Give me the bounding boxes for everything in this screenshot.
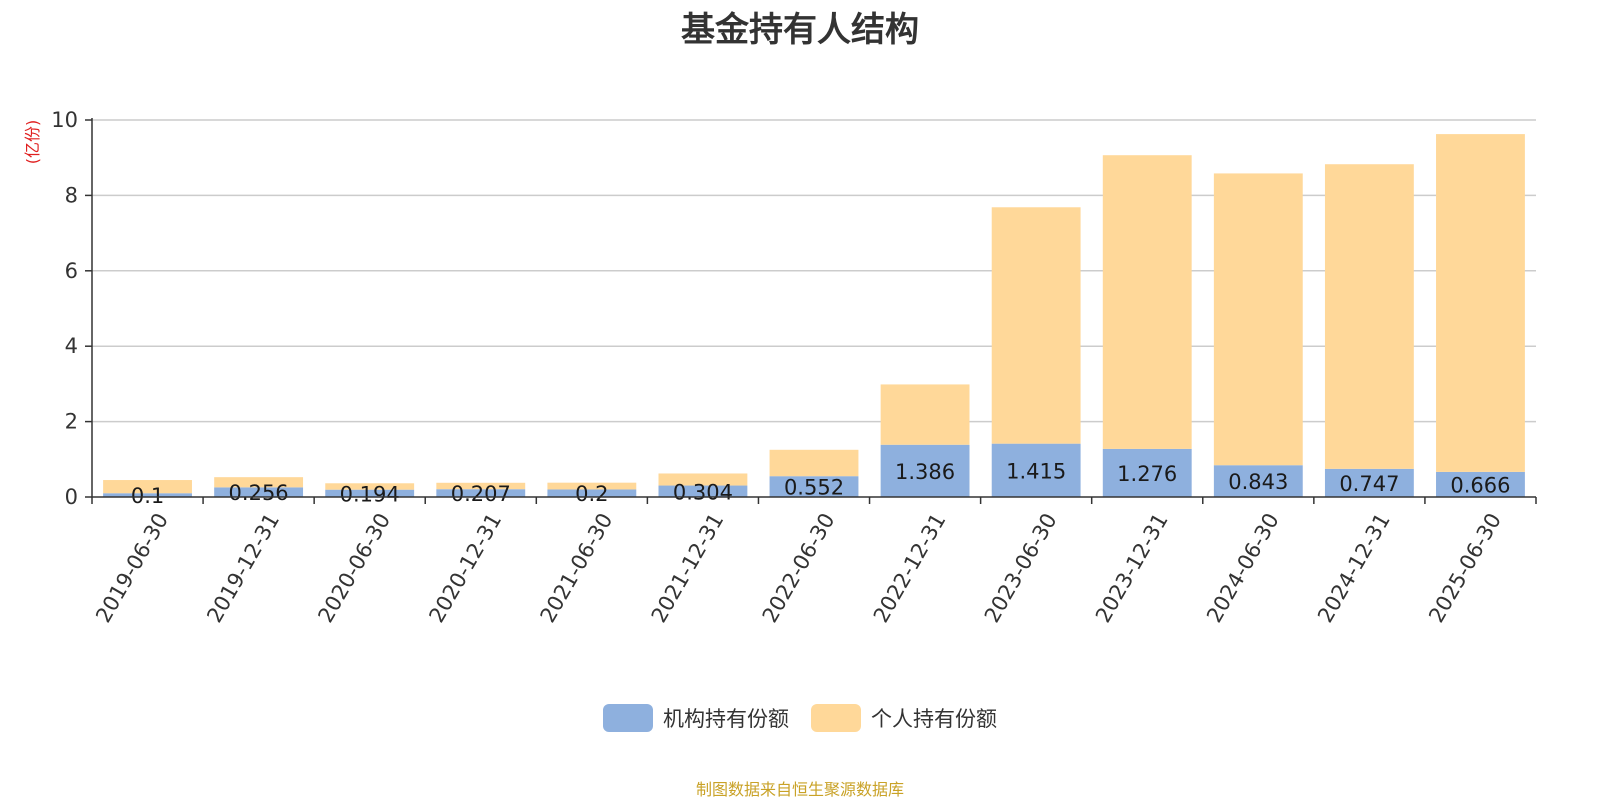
bar-institutional[interactable] bbox=[880, 444, 970, 497]
bar-institutional[interactable] bbox=[1436, 471, 1525, 497]
y-tick-label: 10 bbox=[51, 108, 78, 132]
x-tick-label: 2019-06-30 bbox=[91, 509, 173, 627]
y-tick-label: 0 bbox=[65, 485, 78, 509]
x-tick-label: 2023-12-31 bbox=[1091, 509, 1173, 627]
bar-value-label: 1.415 bbox=[1006, 459, 1066, 483]
bar-value-label: 1.386 bbox=[895, 460, 955, 484]
axes: 0 2 4 6 8 10 2019-06-30 2019-12-31 2020-06-30 202… bbox=[51, 108, 1537, 627]
bar-value-label: 0.1 bbox=[131, 484, 164, 508]
bar-individual[interactable] bbox=[658, 473, 748, 486]
bars: 0.1 0.256 0.194 0.207 0.2 0.304 0.552 1.386 1.41… bbox=[103, 134, 1525, 508]
bar-value-label: 0.747 bbox=[1339, 472, 1399, 496]
source-note: 制图数据来自恒生聚源数据库 bbox=[695, 780, 904, 799]
bar-institutional[interactable] bbox=[658, 485, 748, 497]
bar-value-label: 0.194 bbox=[340, 482, 400, 506]
bar-individual[interactable] bbox=[547, 482, 637, 490]
bar-institutional[interactable] bbox=[1102, 448, 1192, 497]
x-tick-label: 2020-12-31 bbox=[424, 509, 506, 627]
bar-value-label: 0.304 bbox=[673, 480, 733, 504]
bar-individual[interactable] bbox=[103, 480, 192, 494]
x-tick-label: 2024-12-31 bbox=[1313, 509, 1395, 627]
bar-individual[interactable] bbox=[991, 207, 1081, 444]
legend-item-individual[interactable]: 个人持有份额 bbox=[811, 703, 997, 733]
x-tick-label: 2019-12-31 bbox=[202, 509, 284, 627]
bar-value-label: 0.666 bbox=[1450, 473, 1510, 497]
y-tick-label: 8 bbox=[65, 183, 78, 207]
bar-value-label: 0.207 bbox=[451, 482, 511, 506]
bar-institutional[interactable] bbox=[436, 489, 526, 497]
bar-institutional[interactable] bbox=[547, 489, 637, 497]
bar-individual[interactable] bbox=[1436, 134, 1525, 472]
bar-value-label: 0.552 bbox=[784, 476, 844, 500]
x-tick-label: 2024-06-30 bbox=[1202, 509, 1284, 627]
bar-institutional[interactable] bbox=[103, 493, 192, 497]
x-tick-label: 2021-06-30 bbox=[536, 509, 618, 627]
bar-individual[interactable] bbox=[769, 449, 859, 477]
bar-institutional[interactable] bbox=[1213, 465, 1303, 497]
legend-item-institutional[interactable]: 机构持有份额 bbox=[603, 703, 789, 733]
y-tick-label: 6 bbox=[65, 259, 78, 283]
legend-label-institutional: 机构持有份额 bbox=[663, 707, 789, 731]
legend-label-individual: 个人持有份额 bbox=[871, 707, 997, 731]
bar-value-label: 0.2 bbox=[575, 482, 608, 506]
legend: 机构持有份额 个人持有份额 bbox=[0, 703, 1600, 733]
bar-individual[interactable] bbox=[436, 482, 526, 490]
bar-institutional[interactable] bbox=[769, 476, 859, 497]
bar-individual[interactable] bbox=[1102, 155, 1192, 449]
bar-individual[interactable] bbox=[880, 384, 970, 445]
bar-institutional[interactable] bbox=[1324, 468, 1414, 497]
x-tick-label: 2023-06-30 bbox=[980, 509, 1062, 627]
bar-institutional[interactable] bbox=[214, 487, 304, 497]
bar-institutional[interactable] bbox=[325, 489, 415, 497]
y-axis-label: (亿份) bbox=[23, 120, 42, 165]
x-tick-label: 2025-06-30 bbox=[1424, 509, 1506, 627]
legend-swatch-individual bbox=[811, 704, 861, 732]
y-tick-label: 2 bbox=[65, 410, 78, 434]
x-tick-label: 2022-12-31 bbox=[869, 509, 951, 627]
bar-individual[interactable] bbox=[1213, 173, 1303, 466]
bar-individual[interactable] bbox=[214, 477, 304, 488]
x-tick-label: 2021-12-31 bbox=[647, 509, 729, 627]
chart-title: 基金持有人结构 bbox=[681, 10, 919, 50]
bar-institutional[interactable] bbox=[991, 443, 1081, 497]
grid-lines bbox=[92, 119, 1536, 423]
y-tick-label: 4 bbox=[65, 334, 78, 358]
bar-value-label: 0.843 bbox=[1228, 470, 1288, 494]
bar-individual[interactable] bbox=[325, 483, 415, 490]
bar-value-label: 0.256 bbox=[229, 481, 289, 505]
bar-individual[interactable] bbox=[1324, 164, 1414, 469]
legend-swatch-institutional bbox=[603, 704, 653, 732]
bar-value-label: 1.276 bbox=[1117, 462, 1177, 486]
x-tick-label: 2022-06-30 bbox=[758, 509, 840, 627]
x-tick-label: 2020-06-30 bbox=[313, 509, 395, 627]
